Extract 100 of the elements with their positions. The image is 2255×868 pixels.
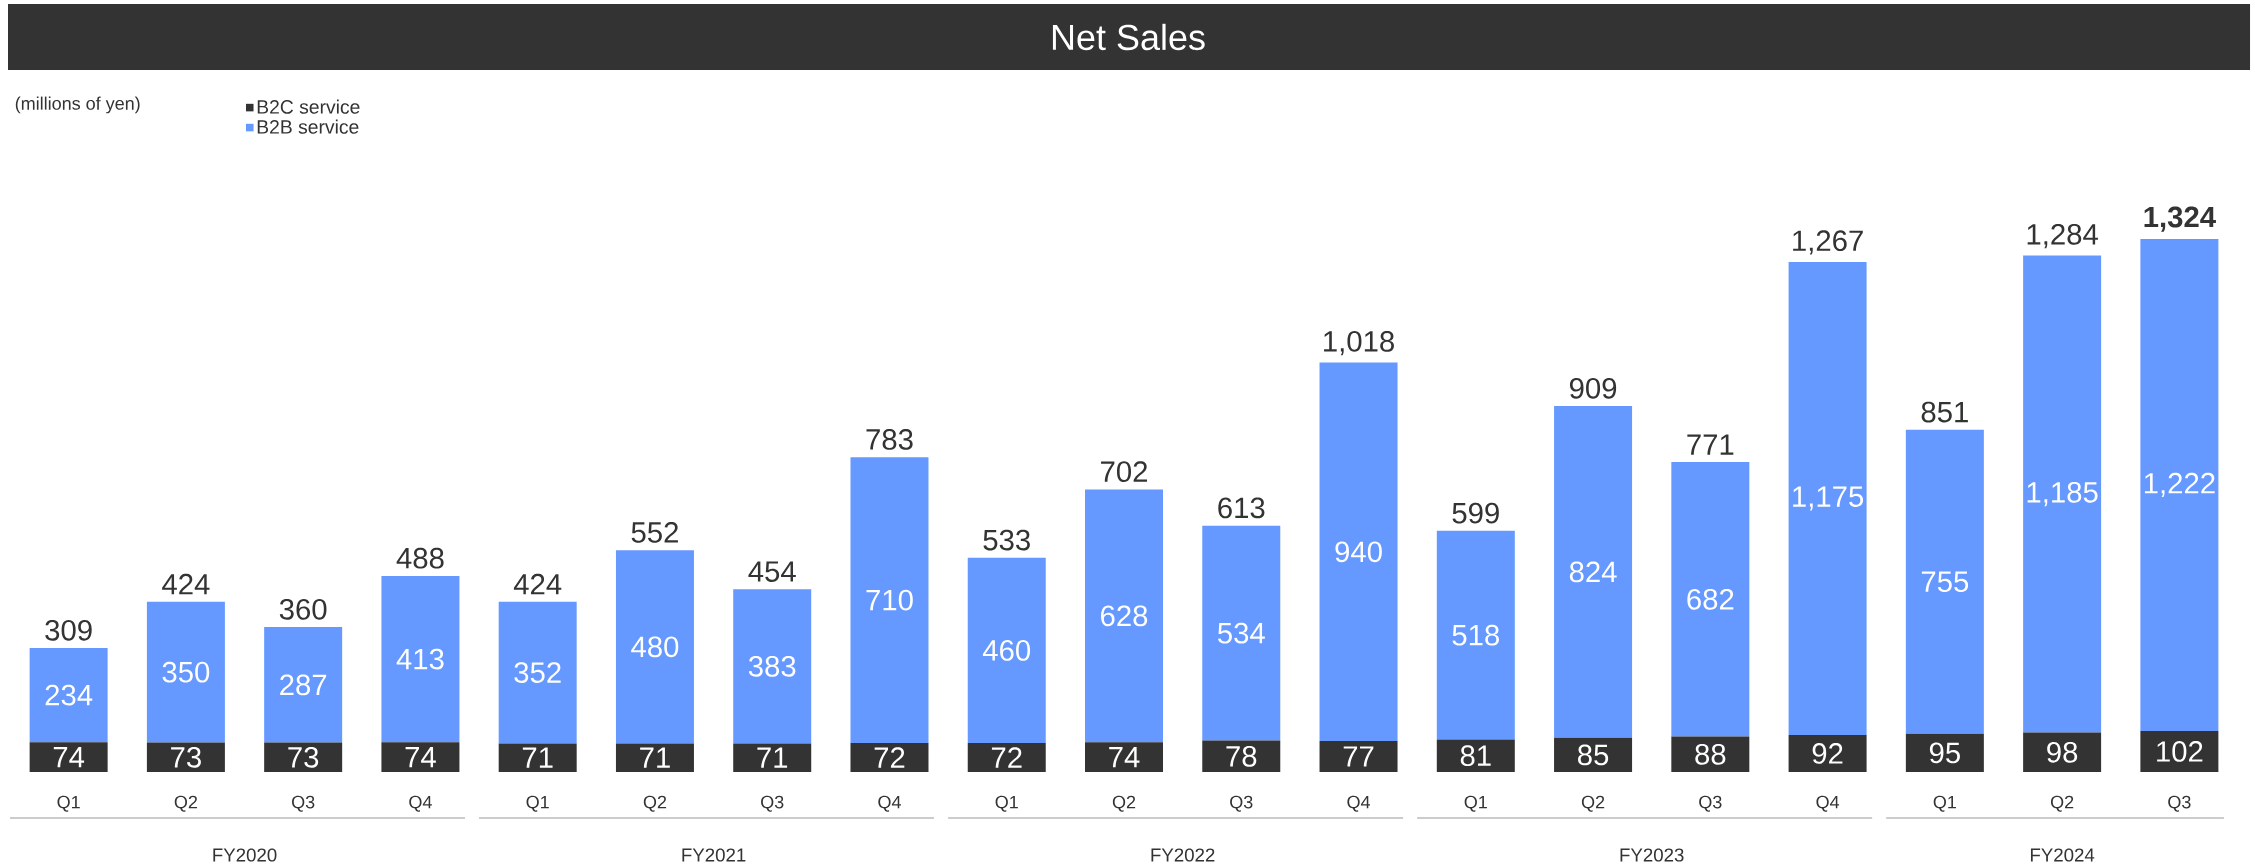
bar bbox=[146, 742, 225, 772]
data-label: 710 bbox=[866, 589, 913, 611]
bar bbox=[381, 742, 460, 772]
x-tick-label: Q4 bbox=[1347, 795, 1371, 812]
data-label: 71 bbox=[757, 747, 788, 768]
data-label: 460 bbox=[982, 640, 1031, 661]
total-label: 309 bbox=[45, 619, 92, 641]
bar bbox=[1671, 462, 1750, 737]
total-label: 783 bbox=[866, 429, 913, 450]
total-label: 1,018 bbox=[1324, 330, 1394, 356]
data-label: 682 bbox=[1687, 588, 1734, 610]
total-label: 599 bbox=[1452, 502, 1499, 524]
data-label: 72 bbox=[991, 747, 1022, 768]
bar bbox=[146, 601, 225, 743]
data-label: 480 bbox=[631, 636, 679, 658]
data-label: 98 bbox=[2047, 741, 2078, 763]
data-label: 77 bbox=[1343, 746, 1374, 767]
data-label: 940 bbox=[1335, 541, 1382, 563]
bar bbox=[615, 550, 694, 744]
total-label: 909 bbox=[1569, 377, 1617, 399]
x-tick-label: Q3 bbox=[1699, 795, 1722, 812]
bar bbox=[1554, 737, 1633, 772]
x-tick-label: Q2 bbox=[643, 795, 667, 812]
data-label: 518 bbox=[1452, 624, 1499, 646]
text: FY2022 bbox=[1151, 848, 1215, 862]
x-tick-label: Q3 bbox=[1230, 795, 1253, 812]
legend-label: B2B service bbox=[257, 119, 359, 134]
data-label: 234 bbox=[45, 684, 93, 706]
x-tick-label: Q3 bbox=[2168, 795, 2191, 812]
bar bbox=[615, 743, 694, 772]
total-label: 771 bbox=[1687, 434, 1734, 455]
bar bbox=[1554, 406, 1633, 738]
bar bbox=[2140, 730, 2219, 772]
total-label: 454 bbox=[748, 561, 796, 582]
total-label: 360 bbox=[279, 598, 327, 620]
bar bbox=[967, 557, 1046, 744]
bar bbox=[29, 742, 108, 772]
data-label: 1,175 bbox=[1793, 486, 1864, 511]
text: (millions of yen) bbox=[15, 96, 140, 114]
data-label: 71 bbox=[522, 747, 553, 768]
bar bbox=[498, 601, 577, 744]
legend-label: B2C service bbox=[257, 99, 360, 114]
data-label: 78 bbox=[1226, 745, 1257, 767]
x-tick-label: Q1 bbox=[1933, 795, 1956, 812]
x-tick-label: Q1 bbox=[57, 795, 80, 812]
bar bbox=[498, 743, 577, 772]
bar bbox=[1788, 261, 1867, 735]
data-label: 102 bbox=[2157, 741, 2203, 762]
total-label: 424 bbox=[162, 573, 210, 595]
bar bbox=[1085, 742, 1164, 772]
data-label: 92 bbox=[1812, 743, 1843, 764]
x-tick-label: Q2 bbox=[1112, 795, 1136, 812]
data-label: 413 bbox=[396, 648, 444, 670]
bar bbox=[2140, 238, 2219, 731]
total-label: 613 bbox=[1218, 497, 1265, 519]
bar bbox=[1319, 362, 1398, 741]
x-tick-label: Q4 bbox=[409, 795, 432, 812]
bar bbox=[1788, 734, 1867, 772]
total-label: 424 bbox=[513, 573, 562, 595]
bar bbox=[2023, 732, 2102, 772]
data-label: 352 bbox=[514, 662, 561, 683]
data-label: 74 bbox=[53, 747, 85, 768]
x-tick-label: Q1 bbox=[526, 795, 549, 812]
total-label: 702 bbox=[1101, 461, 1147, 483]
data-label: 824 bbox=[1569, 561, 1617, 583]
total-label: 488 bbox=[396, 547, 444, 569]
x-tick-label: Q2 bbox=[1581, 795, 1605, 812]
x-tick-label: Q2 bbox=[174, 795, 197, 812]
total-label: 1,284 bbox=[2027, 223, 2098, 249]
x-tick-label: Q2 bbox=[2050, 795, 2074, 812]
text: FY2024 bbox=[2030, 848, 2095, 862]
bar bbox=[1085, 489, 1164, 743]
bar bbox=[1319, 741, 1398, 772]
data-label: 383 bbox=[748, 655, 796, 677]
bar bbox=[2023, 255, 2102, 733]
data-label: 1,222 bbox=[2144, 472, 2215, 498]
data-label: 755 bbox=[1921, 571, 1969, 593]
data-label: 74 bbox=[405, 747, 436, 768]
bar bbox=[264, 627, 343, 743]
bar bbox=[967, 743, 1046, 772]
bar bbox=[733, 589, 812, 744]
total-label: 533 bbox=[983, 529, 1030, 551]
data-label: 350 bbox=[162, 661, 210, 683]
text: FY2020 bbox=[213, 848, 277, 862]
data-label: 88 bbox=[1695, 743, 1726, 765]
total-label: 1,267 bbox=[1793, 230, 1863, 255]
bar bbox=[1436, 739, 1515, 772]
x-tick-label: Q4 bbox=[1816, 795, 1840, 812]
bar bbox=[1202, 740, 1281, 772]
bar bbox=[381, 575, 460, 743]
total-label: 851 bbox=[1921, 401, 1968, 423]
data-label: 71 bbox=[640, 747, 670, 768]
data-label: 81 bbox=[1460, 745, 1491, 767]
x-tick-label: Q1 bbox=[995, 795, 1018, 812]
bar bbox=[1436, 530, 1515, 740]
text: FY2023 bbox=[1620, 848, 1684, 862]
bar bbox=[850, 457, 929, 744]
data-label: 628 bbox=[1101, 605, 1148, 627]
bar bbox=[733, 743, 812, 772]
data-label: 95 bbox=[1929, 742, 1960, 764]
